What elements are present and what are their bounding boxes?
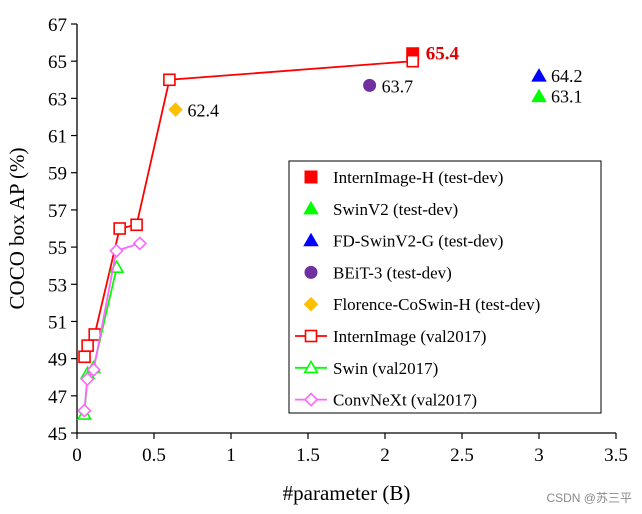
- y-tick-label: 47: [48, 387, 67, 408]
- x-axis: 0 0.5 1 1.5 2 2.5 3 3.5: [72, 432, 628, 466]
- legend-marker: [304, 170, 318, 184]
- data-point: [77, 403, 92, 418]
- legend-label: SwinV2 (test-dev): [333, 200, 458, 219]
- y-tick-label: 51: [48, 312, 67, 333]
- x-axis-label: #parameter (B): [283, 481, 411, 505]
- data-point: [109, 243, 124, 258]
- data-point: [531, 88, 547, 103]
- legend: InternImage-H (test-dev) SwinV2 (test-dev…: [288, 160, 602, 414]
- y-axis-label: COCO box AP (%): [5, 148, 29, 310]
- legend-entry: BEiT-3 (test-dev): [304, 263, 452, 282]
- y-tick-label: 65: [48, 52, 67, 73]
- y-tick-label: 57: [48, 201, 67, 222]
- annotation-layer: 65.4 64.2 63.7 63.1 62.4: [188, 44, 583, 121]
- legend-entry: Swin (val2017): [295, 359, 438, 378]
- x-tick-label: 3: [534, 445, 544, 466]
- y-tick-label: 49: [48, 350, 67, 371]
- legend-marker: [303, 296, 319, 312]
- y-tick-label: 45: [48, 424, 67, 445]
- data-label: 64.2: [551, 66, 583, 86]
- series-beit-3-test-dev: [363, 78, 377, 92]
- x-tick-label: 0: [72, 445, 82, 466]
- series-internimage-val2017: [78, 54, 420, 364]
- x-tick-label: 3.5: [604, 445, 628, 466]
- series-layer: [76, 47, 547, 420]
- legend-label: InternImage (val2017): [333, 327, 486, 346]
- y-tick-label: 61: [48, 127, 67, 148]
- legend-marker: [304, 329, 318, 343]
- legend-entry: InternImage (val2017): [295, 327, 486, 346]
- legend-entry: ConvNeXt (val2017): [295, 391, 477, 410]
- legend-label: ConvNeXt (val2017): [333, 391, 477, 410]
- legend-marker: [303, 232, 319, 247]
- legend-label: Swin (val2017): [333, 359, 438, 378]
- legend-box: [288, 160, 602, 414]
- y-tick-label: 63: [48, 89, 67, 110]
- data-label: 65.4: [426, 44, 460, 65]
- series-convnext-val2017: [77, 236, 148, 418]
- y-tick-label: 59: [48, 164, 67, 185]
- data-point: [531, 68, 547, 82]
- legend-entry: SwinV2 (test-dev): [303, 200, 458, 219]
- data-point: [406, 54, 420, 68]
- legend-entry: InternImage-H (test-dev): [304, 168, 503, 187]
- legend-marker: [303, 392, 319, 407]
- series-fd-swinv2-g-test-dev: [531, 68, 547, 82]
- data-label: 62.4: [188, 101, 220, 121]
- data-point: [130, 218, 143, 232]
- data-point: [168, 102, 183, 117]
- series-florence-coswin-h-test-dev: [168, 102, 183, 117]
- watermark-text: CSDN @苏三平: [546, 491, 632, 505]
- legend-marker: [303, 359, 319, 374]
- x-tick-label: 2: [380, 445, 390, 466]
- legend-marker: [303, 200, 319, 215]
- legend-marker: [304, 265, 318, 279]
- data-point: [81, 339, 94, 352]
- y-tick-label: 53: [48, 275, 67, 296]
- series-swinv2-test-dev: [531, 88, 547, 103]
- data-point: [363, 78, 377, 92]
- x-tick-label: 1: [226, 445, 236, 466]
- data-point: [88, 328, 102, 341]
- data-point: [78, 350, 91, 364]
- legend-label: Florence-CoSwin-H (test-dev): [333, 295, 540, 314]
- legend-entry: FD-SwinV2-G (test-dev): [303, 232, 503, 251]
- x-tick-label: 0.5: [142, 445, 166, 466]
- legend-label: InternImage-H (test-dev): [333, 168, 503, 187]
- x-tick-label: 1.5: [296, 445, 320, 466]
- data-point: [80, 371, 95, 387]
- legend-label: BEiT-3 (test-dev): [333, 263, 452, 282]
- y-tick-label: 67: [48, 15, 67, 36]
- legend-label: FD-SwinV2-G (test-dev): [333, 232, 503, 251]
- y-axis: 45 47 49 51 53 55 57 59 61 63 65 67: [48, 15, 78, 445]
- x-tick-label: 2.5: [450, 445, 474, 466]
- data-point: [132, 236, 148, 251]
- y-tick-label: 55: [48, 238, 67, 259]
- data-label: 63.1: [551, 87, 583, 107]
- data-point: [163, 73, 176, 87]
- data-point: [86, 362, 101, 377]
- data-point: [113, 222, 126, 235]
- legend-entry: Florence-CoSwin-H (test-dev): [303, 295, 540, 314]
- data-label: 63.7: [382, 76, 414, 96]
